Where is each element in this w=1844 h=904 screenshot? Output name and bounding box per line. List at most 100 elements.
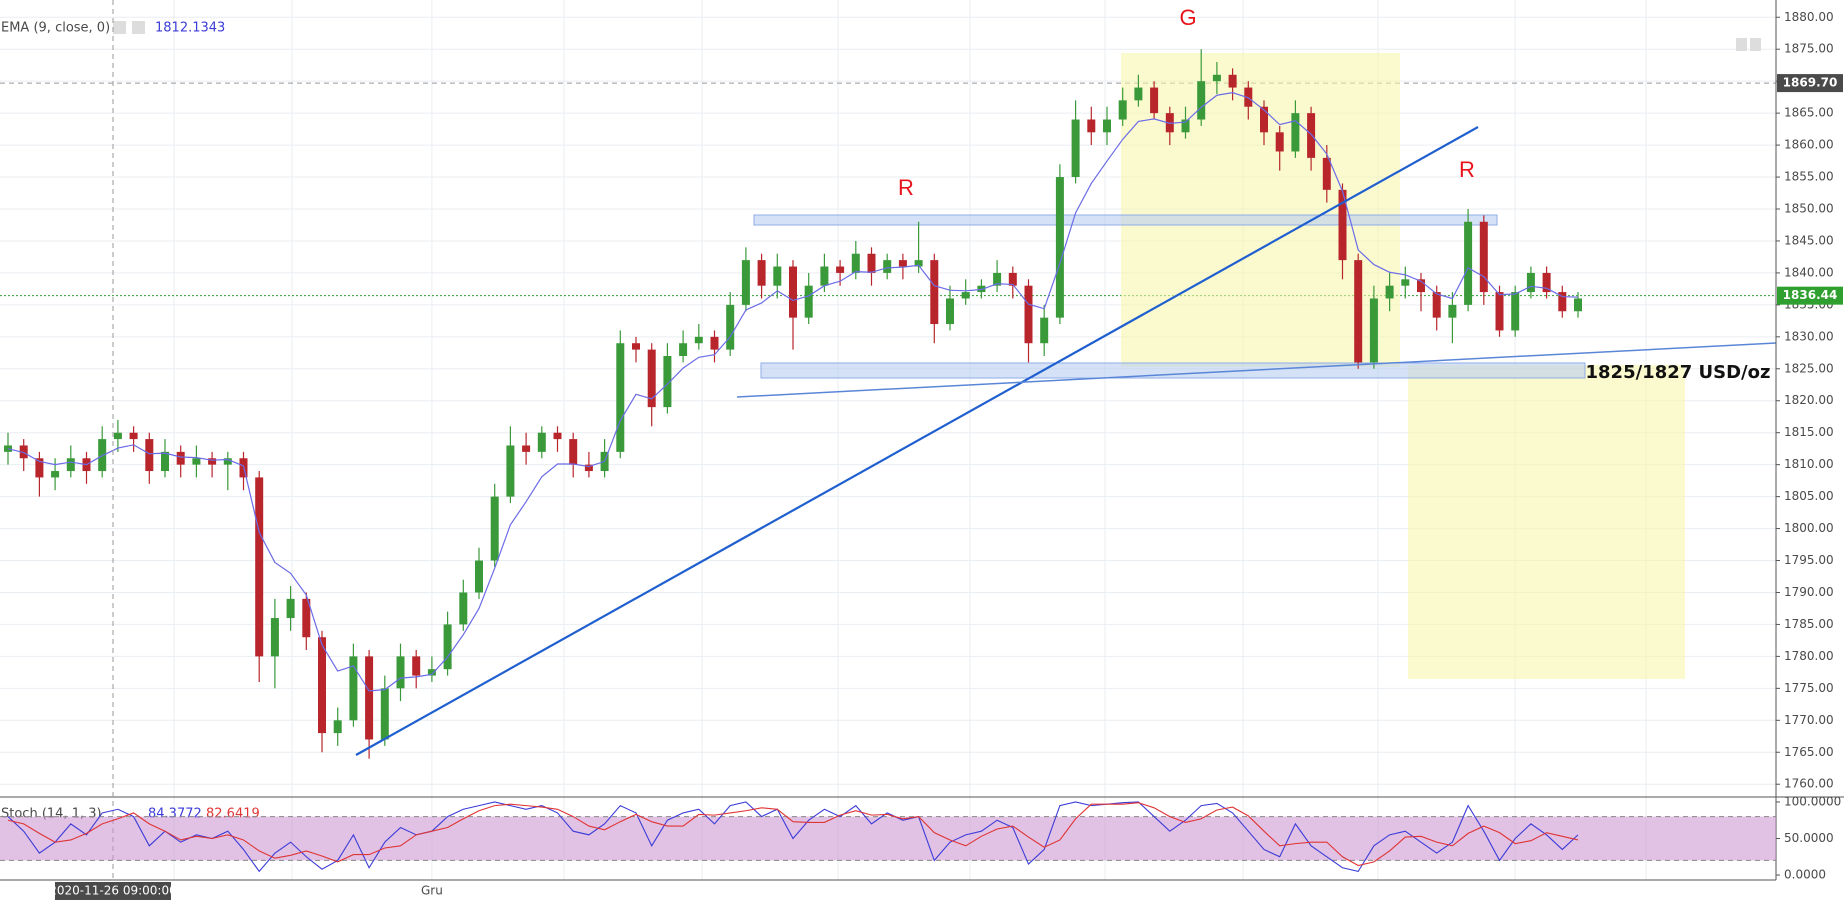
candle-body bbox=[1118, 100, 1127, 120]
candle-body bbox=[1511, 292, 1520, 331]
candle-body bbox=[632, 343, 640, 350]
y-tick-label: 1860.00 bbox=[1784, 138, 1834, 152]
y-tick-label: 1795.00 bbox=[1784, 553, 1834, 567]
y-tick-label: 1790.00 bbox=[1784, 585, 1834, 599]
toolbar-icon[interactable] bbox=[1750, 38, 1761, 51]
candle-body bbox=[1165, 113, 1174, 133]
candle-body bbox=[647, 349, 656, 408]
candle-body bbox=[1040, 317, 1049, 344]
candle-body bbox=[1401, 279, 1410, 286]
price-label-box bbox=[1777, 286, 1843, 305]
candle-body bbox=[490, 496, 499, 561]
candle-body bbox=[522, 445, 531, 452]
candle-body bbox=[333, 720, 342, 734]
candle-body bbox=[1197, 81, 1206, 120]
y-tick-label: 1800.00 bbox=[1784, 521, 1834, 535]
candle-body bbox=[867, 253, 876, 273]
y-tick-label: 1865.00 bbox=[1784, 106, 1834, 120]
candle-body bbox=[898, 260, 907, 267]
candle-body bbox=[663, 355, 672, 408]
stoch-line bbox=[7, 801, 1579, 873]
toolbar-icon[interactable] bbox=[1736, 38, 1747, 51]
settings-icon[interactable] bbox=[113, 21, 126, 34]
annotation: G bbox=[1179, 5, 1196, 30]
y-tick-label: 1775.00 bbox=[1784, 681, 1834, 695]
candle-body bbox=[1134, 87, 1143, 101]
candle-body bbox=[1495, 292, 1504, 331]
ema-line bbox=[7, 92, 1579, 692]
y-tick-label: 1840.00 bbox=[1784, 265, 1834, 279]
y-tick-label: 1830.00 bbox=[1784, 329, 1834, 343]
candle-body bbox=[569, 439, 578, 465]
candle-body bbox=[1464, 221, 1473, 305]
highlight-box bbox=[1121, 53, 1400, 367]
candle-body bbox=[914, 260, 923, 267]
candle-body bbox=[1369, 298, 1378, 363]
stoch-band bbox=[0, 816, 1776, 861]
candle-body bbox=[961, 292, 970, 299]
candle-body bbox=[1071, 119, 1080, 178]
stoch-tick-label: 50.0000 bbox=[1784, 831, 1834, 845]
candle-body bbox=[51, 471, 60, 478]
target-box bbox=[1408, 365, 1685, 679]
annotation: 1825/1827 USD/oz bbox=[1586, 362, 1771, 383]
y-tick-label: 1875.00 bbox=[1784, 42, 1834, 56]
crosshair-label: 2020-11-26 09:00:00 bbox=[49, 884, 176, 898]
trend-line bbox=[355, 126, 1479, 756]
y-tick-label: 1880.00 bbox=[1784, 10, 1834, 24]
candle-body bbox=[427, 669, 436, 676]
candle-body bbox=[946, 298, 954, 325]
candle-body bbox=[208, 458, 217, 465]
price-label-box bbox=[1777, 74, 1843, 93]
candle-body bbox=[1181, 119, 1190, 133]
stoch-line bbox=[7, 802, 1579, 867]
candle-body bbox=[459, 592, 468, 625]
candle-body bbox=[161, 451, 169, 472]
price-label: 1836.44 bbox=[1783, 288, 1838, 302]
annotation: R bbox=[898, 175, 914, 200]
candle-body bbox=[1103, 119, 1111, 133]
y-tick-label: 1855.00 bbox=[1784, 170, 1834, 184]
x-tick-label: Gru bbox=[421, 884, 443, 898]
price-label: 1869.70 bbox=[1783, 76, 1838, 90]
candle-body bbox=[4, 445, 12, 452]
candle-body bbox=[1526, 272, 1535, 293]
candle-body bbox=[757, 260, 766, 286]
candle-body bbox=[380, 688, 389, 740]
candle-body bbox=[584, 464, 593, 472]
candle-body bbox=[35, 458, 44, 478]
candle-body bbox=[977, 285, 986, 293]
candle-body bbox=[192, 458, 201, 465]
candle-body bbox=[1244, 87, 1253, 107]
y-tick-label: 1820.00 bbox=[1784, 393, 1834, 407]
candle-body bbox=[443, 624, 452, 670]
stoch-tick-label: 100.0000 bbox=[1784, 794, 1841, 808]
candle-body bbox=[286, 598, 295, 619]
y-tick-label: 1825.00 bbox=[1784, 361, 1834, 375]
candle-body bbox=[789, 266, 797, 318]
resistance-zone bbox=[753, 214, 1498, 226]
candle-body bbox=[129, 432, 138, 440]
close-icon[interactable] bbox=[132, 21, 145, 34]
candle-body bbox=[1212, 74, 1221, 82]
ema-legend: EMA (9, close, 0) bbox=[1, 21, 110, 36]
candle-body bbox=[1024, 285, 1033, 344]
support-line bbox=[736, 342, 1777, 398]
candle-body bbox=[1275, 132, 1284, 152]
candle-body bbox=[553, 432, 562, 440]
candle-body bbox=[820, 266, 829, 286]
candle-body bbox=[1150, 87, 1159, 114]
candle-body bbox=[270, 618, 279, 657]
candle-body bbox=[1260, 106, 1268, 133]
candle-body bbox=[537, 432, 546, 452]
candle-body bbox=[66, 458, 75, 472]
candle-body bbox=[851, 253, 860, 273]
candle-body bbox=[302, 598, 311, 638]
y-tick-label: 1845.00 bbox=[1784, 233, 1834, 247]
candle-body bbox=[1574, 298, 1582, 312]
candle-body bbox=[773, 266, 782, 286]
candle-body bbox=[349, 656, 358, 721]
y-tick-label: 1780.00 bbox=[1784, 649, 1834, 663]
annotation: R bbox=[1459, 157, 1475, 182]
